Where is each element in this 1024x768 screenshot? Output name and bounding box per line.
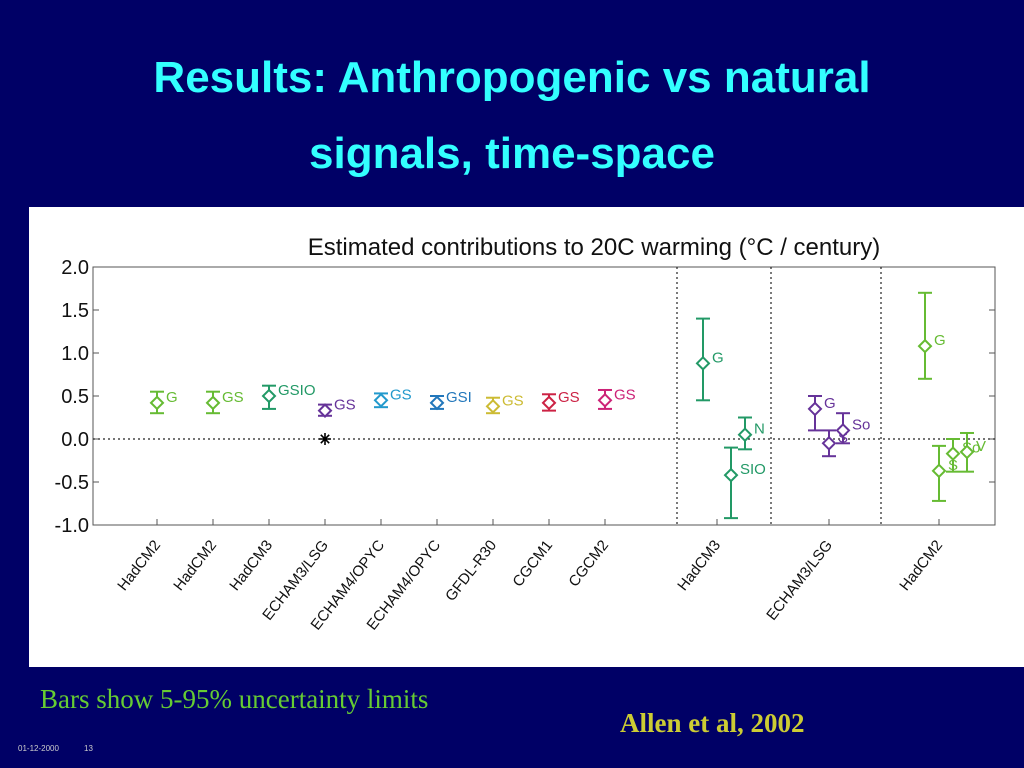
x-tick-label: HadCM3 [226,537,276,594]
diamond-marker [597,392,613,408]
diamond-marker [821,435,837,451]
point-label: G [934,332,946,349]
citation: Allen et al, 2002 [620,708,805,738]
x-tick-label: HadCM2 [170,537,220,594]
asterisk-marker [319,433,331,445]
x-tick-label: ECHAM3/LSG [763,537,836,624]
point-label: GS [222,389,244,406]
y-tick-label: 1.5 [61,300,89,322]
diamond-marker [959,444,975,460]
diamond-marker [485,398,501,414]
diamond-marker [723,467,739,483]
y-tick-label: -1.0 [55,515,89,537]
y-tick-label: 2.0 [61,257,89,279]
x-tick-label: HadCM2 [114,537,164,594]
chart-title: Estimated contributions to 20C warming (… [308,234,880,261]
point-label: GS [390,386,412,403]
slide-title-line2: signals, time-space [309,129,715,178]
slide-title-line1: Results: Anthropogenic vs natural [153,53,871,102]
footer-date: 01-12-2000 [18,744,59,753]
caption: Bars show 5-95% uncertainty limits [40,684,429,714]
slide-title: Results: Anthropogenic vs natural signal… [0,40,1024,192]
point-label: GS [334,397,356,414]
diamond-marker [917,338,933,354]
diamond-marker [695,355,711,371]
point-label: GS [614,386,636,403]
contributions-chart: Estimated contributions to 20C warming (… [55,234,996,634]
diamond-marker [261,388,277,404]
point-label: So [852,416,870,433]
diamond-marker [835,422,851,438]
point-label: SIO [740,461,766,478]
point-label: V [976,438,986,455]
y-tick-label: 1.0 [61,343,89,365]
point-label: GSI [446,389,472,406]
x-tick-label: CGCM2 [565,537,612,590]
point-label: G [824,395,836,412]
diamond-marker [429,395,445,411]
x-tick-label: HadCM3 [674,537,724,594]
x-tick-label: GFDL-R30 [442,537,500,605]
diamond-marker [317,403,333,419]
diamond-marker [373,392,389,408]
x-tick-label: CGCM1 [509,537,556,590]
diamond-marker [807,401,823,417]
point-label: G [166,389,178,406]
diamond-marker [945,446,961,462]
diamond-marker [931,463,947,479]
diamond-marker [149,395,165,411]
diamond-marker [737,427,753,443]
point-label: GS [558,389,580,406]
diamond-marker [541,395,557,411]
y-tick-label: 0.5 [61,386,89,408]
y-tick-label: 0.0 [61,429,89,451]
diamond-marker [205,395,221,411]
point-label: GS [502,392,524,409]
footer-page-number: 13 [84,744,93,753]
point-label: N [754,421,765,438]
point-label: GSIO [278,382,316,399]
x-tick-label: HadCM2 [896,537,946,594]
point-label: G [712,349,724,366]
y-tick-label: -0.5 [55,472,89,494]
chart-panel: Estimated contributions to 20C warming (… [29,207,1024,667]
